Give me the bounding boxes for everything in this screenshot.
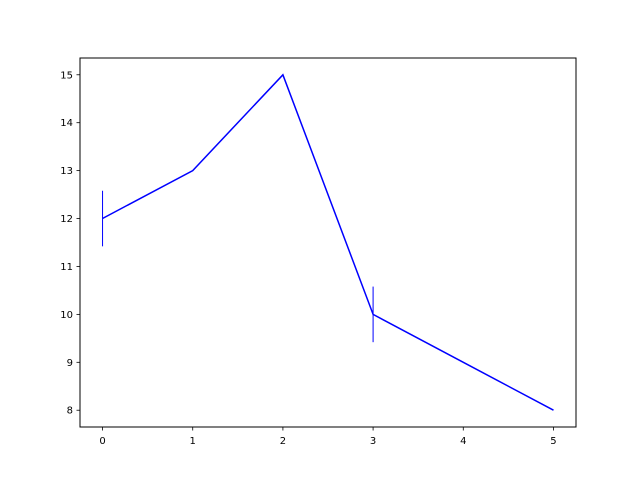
series-line: [102, 73, 554, 411]
y-tick-label: 8: [67, 406, 73, 417]
y-tick-label: 10: [60, 310, 73, 321]
axes-frame: [79, 57, 577, 428]
x-tick-label: 5: [550, 436, 556, 447]
x-tick-label: 3: [370, 436, 376, 447]
x-tick-label: 0: [99, 436, 105, 447]
x-tick-label: 4: [460, 436, 466, 447]
y-tick-label: 13: [60, 166, 73, 177]
y-tick-label: 12: [60, 214, 73, 225]
x-tick-label: 2: [280, 436, 286, 447]
y-tick-label: 11: [60, 262, 73, 273]
y-tick-label: 15: [60, 70, 73, 81]
y-tick-label: 14: [60, 118, 73, 129]
y-tick-label: 9: [67, 358, 73, 369]
x-tick-label: 1: [190, 436, 196, 447]
